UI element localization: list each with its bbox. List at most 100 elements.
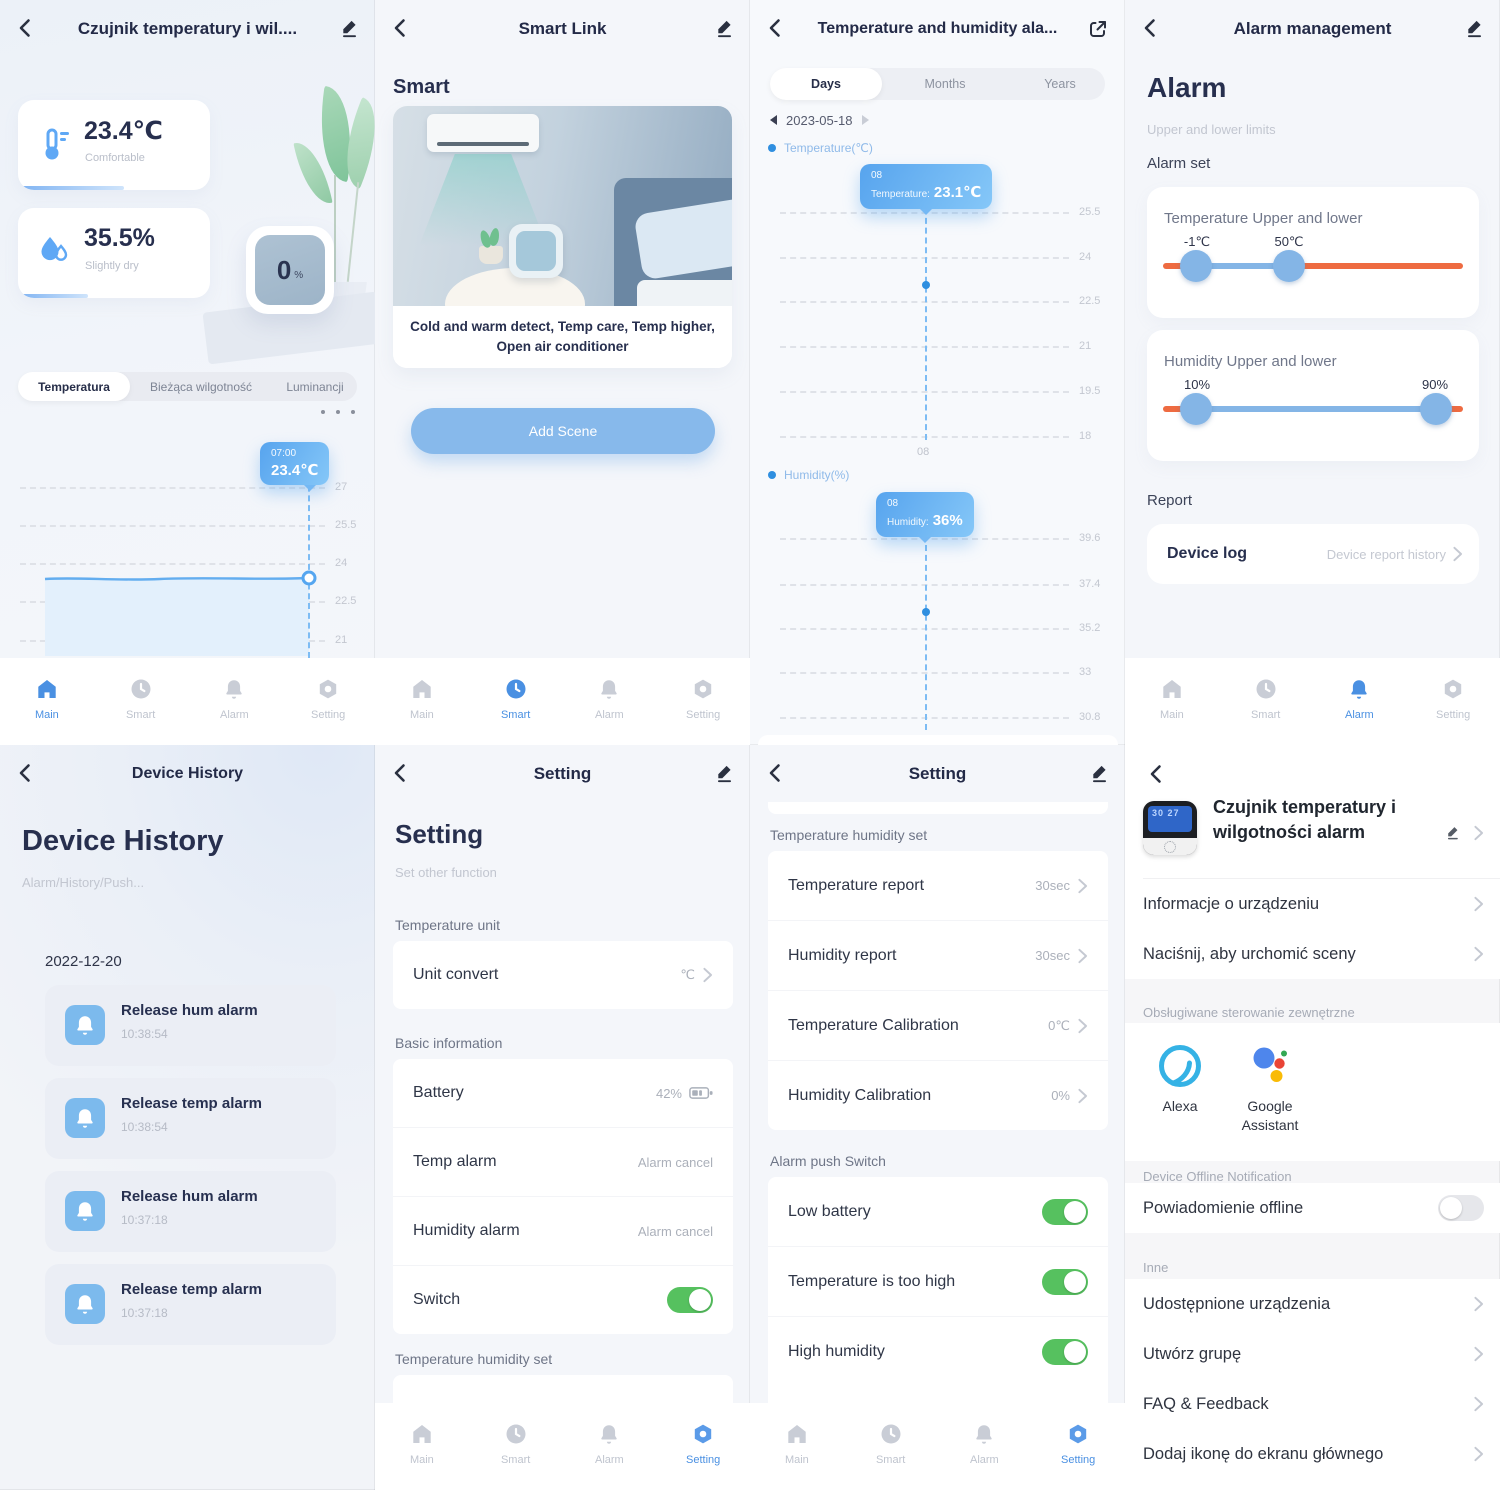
nav-alarm[interactable]: Alarm bbox=[1323, 677, 1395, 721]
humidity-report-row[interactable]: Humidity report 30sec bbox=[768, 921, 1108, 991]
switch-toggle[interactable] bbox=[667, 1287, 713, 1313]
humidity-calibration-row[interactable]: Humidity Calibration 0% bbox=[768, 1061, 1108, 1130]
history-item[interactable]: Release hum alarm 10:38:54 bbox=[45, 985, 336, 1066]
temperature-day-chart[interactable]: 25.5 24 22.5 21 19.5 18 08 Temperature: 2… bbox=[750, 160, 1125, 458]
nav-main[interactable]: Main bbox=[386, 677, 458, 721]
page-subheading: Set other function bbox=[395, 865, 497, 880]
nav-main[interactable]: Main bbox=[761, 1422, 833, 1466]
temp-too-high-toggle[interactable] bbox=[1042, 1268, 1088, 1295]
share-icon[interactable] bbox=[1087, 18, 1109, 40]
back-icon[interactable] bbox=[764, 762, 786, 784]
nav-main[interactable]: Main bbox=[11, 677, 83, 721]
nav-alarm[interactable]: Alarm bbox=[948, 1422, 1020, 1466]
nav-setting[interactable]: Setting bbox=[667, 677, 739, 721]
low-handle[interactable] bbox=[1180, 250, 1212, 282]
edit-icon[interactable] bbox=[1089, 763, 1109, 783]
nav-setting[interactable]: Setting bbox=[1042, 1422, 1114, 1466]
page-title: Temperature and humidity ala... bbox=[817, 20, 1058, 37]
nav-alarm[interactable]: Alarm bbox=[573, 1422, 645, 1466]
nav-smart[interactable]: Smart bbox=[105, 677, 177, 721]
nav-smart[interactable]: Smart bbox=[480, 1422, 552, 1466]
tab-days[interactable]: Days bbox=[770, 68, 882, 100]
faq-feedback-row[interactable]: FAQ & Feedback bbox=[1125, 1379, 1500, 1429]
page-title: Device History bbox=[131, 765, 244, 782]
history-item[interactable]: Release hum alarm 10:37:18 bbox=[45, 1171, 336, 1252]
google-assistant-icon[interactable] bbox=[1247, 1043, 1293, 1089]
run-scenes-row[interactable]: Naciśnij, aby urchomić sceny bbox=[1125, 929, 1500, 979]
history-item[interactable]: Release temp alarm 10:38:54 bbox=[45, 1078, 336, 1159]
back-icon[interactable] bbox=[14, 762, 36, 784]
device-log-row[interactable]: Device log Device report history bbox=[1147, 524, 1479, 584]
nav-setting[interactable]: Setting bbox=[667, 1422, 739, 1466]
nav-main[interactable]: Main bbox=[386, 1422, 458, 1466]
add-home-icon-row[interactable]: Dodaj ikonę do ekranu głównego bbox=[1125, 1429, 1500, 1479]
unit-convert-row[interactable]: Unit convert ℃ bbox=[393, 941, 733, 1009]
low-handle[interactable] bbox=[1180, 393, 1212, 425]
edit-icon[interactable] bbox=[714, 18, 734, 38]
edit-icon[interactable] bbox=[339, 18, 359, 38]
humidity-alarm-row[interactable]: Humidity alarm Alarm cancel bbox=[393, 1197, 733, 1266]
edit-icon[interactable] bbox=[1445, 825, 1460, 840]
tab-wilgotnosc[interactable]: Bieżąca wilgotność bbox=[149, 379, 253, 394]
add-scene-button[interactable]: Add Scene bbox=[411, 408, 715, 454]
high-humidity-toggle[interactable] bbox=[1042, 1338, 1088, 1365]
offline-notification-toggle[interactable] bbox=[1438, 1195, 1484, 1221]
humidity-day-chart[interactable]: 39.6 37.4 35.2 33 30.8 08 Humidity: 36% bbox=[750, 490, 1125, 735]
section-temp-humidity-set: Temperature humidity set bbox=[770, 827, 928, 843]
humidity-card[interactable]: 35.5% Slightly dry bbox=[18, 208, 210, 298]
data-point bbox=[301, 570, 317, 586]
page-title: Smart Link bbox=[518, 19, 607, 38]
create-group-row[interactable]: Utwórz grupę bbox=[1125, 1329, 1500, 1379]
tab-temperatura[interactable]: Temperatura bbox=[18, 372, 130, 401]
temp-alarm-row[interactable]: Temp alarm Alarm cancel bbox=[393, 1128, 733, 1197]
tab-years[interactable]: Years bbox=[1044, 77, 1076, 91]
shared-devices-row[interactable]: Udostępnione urządzenia bbox=[1125, 1279, 1500, 1329]
temp-too-high-row: Temperature is too high bbox=[768, 1247, 1108, 1317]
back-icon[interactable] bbox=[389, 762, 411, 784]
back-icon[interactable] bbox=[14, 17, 36, 39]
chevron-right-icon[interactable] bbox=[1473, 825, 1484, 841]
scene-card[interactable]: Cold and warm detect, Temp care, Temp hi… bbox=[393, 106, 732, 368]
nav-smart[interactable]: Smart bbox=[855, 1422, 927, 1466]
page-subheading: Alarm/History/Push... bbox=[22, 875, 145, 890]
page-subheading: Upper and lower limits bbox=[1147, 122, 1276, 137]
humidity-range-slider[interactable] bbox=[1163, 393, 1463, 425]
back-icon[interactable] bbox=[764, 17, 786, 39]
history-date: 2022-12-20 bbox=[45, 953, 122, 970]
tab-luminancji[interactable]: Luminancji bbox=[286, 379, 344, 394]
nav-alarm[interactable]: Alarm bbox=[573, 677, 645, 721]
back-icon[interactable] bbox=[1139, 17, 1161, 39]
temperature-report-row[interactable]: Temperature report 30sec bbox=[768, 851, 1108, 921]
panel-alarm-charts: Temperature and humidity ala... Days Mon… bbox=[750, 0, 1125, 745]
high-handle[interactable] bbox=[1273, 250, 1305, 282]
temperature-line-chart[interactable]: 27 25.5 24 22.5 21 07:00 23.4℃ bbox=[0, 430, 375, 658]
high-handle[interactable] bbox=[1420, 393, 1452, 425]
nav-setting[interactable]: Setting bbox=[1417, 677, 1489, 721]
nav-smart[interactable]: Smart bbox=[480, 677, 552, 721]
temperature-card[interactable]: 23.4℃ Comfortable bbox=[18, 100, 210, 190]
device-info-row[interactable]: Informacje o urządzeniu bbox=[1125, 879, 1500, 929]
chart-menu-icon[interactable] bbox=[321, 410, 355, 414]
alexa-icon[interactable] bbox=[1157, 1043, 1203, 1089]
next-day-icon[interactable] bbox=[861, 115, 869, 125]
nav-main[interactable]: Main bbox=[1136, 677, 1208, 721]
panel-setting-1: Setting Setting Set other function Tempe… bbox=[375, 745, 750, 1490]
back-icon[interactable] bbox=[1145, 763, 1167, 785]
temperature-calibration-row[interactable]: Temperature Calibration 0℃ bbox=[768, 991, 1108, 1061]
history-item[interactable]: Release temp alarm 10:37:18 bbox=[45, 1264, 336, 1345]
temperature-range-slider[interactable] bbox=[1163, 250, 1463, 282]
edit-icon[interactable] bbox=[714, 763, 734, 783]
google-assistant-label: Google Assistant bbox=[1241, 1098, 1299, 1133]
tab-months[interactable]: Months bbox=[924, 77, 966, 91]
edit-icon[interactable] bbox=[1464, 18, 1484, 38]
low-battery-toggle[interactable] bbox=[1042, 1198, 1088, 1225]
nav-setting[interactable]: Setting bbox=[292, 677, 364, 721]
nav-smart[interactable]: Smart bbox=[1230, 677, 1302, 721]
back-icon[interactable] bbox=[389, 17, 411, 39]
slider-label: Humidity Upper and lower bbox=[1164, 353, 1337, 370]
line-series bbox=[44, 576, 310, 656]
nav-alarm[interactable]: Alarm bbox=[198, 677, 270, 721]
bottom-nav: Main Smart Alarm Setting bbox=[750, 1403, 1125, 1490]
prev-day-icon[interactable] bbox=[770, 115, 777, 125]
device-thumbnail bbox=[1143, 801, 1197, 855]
